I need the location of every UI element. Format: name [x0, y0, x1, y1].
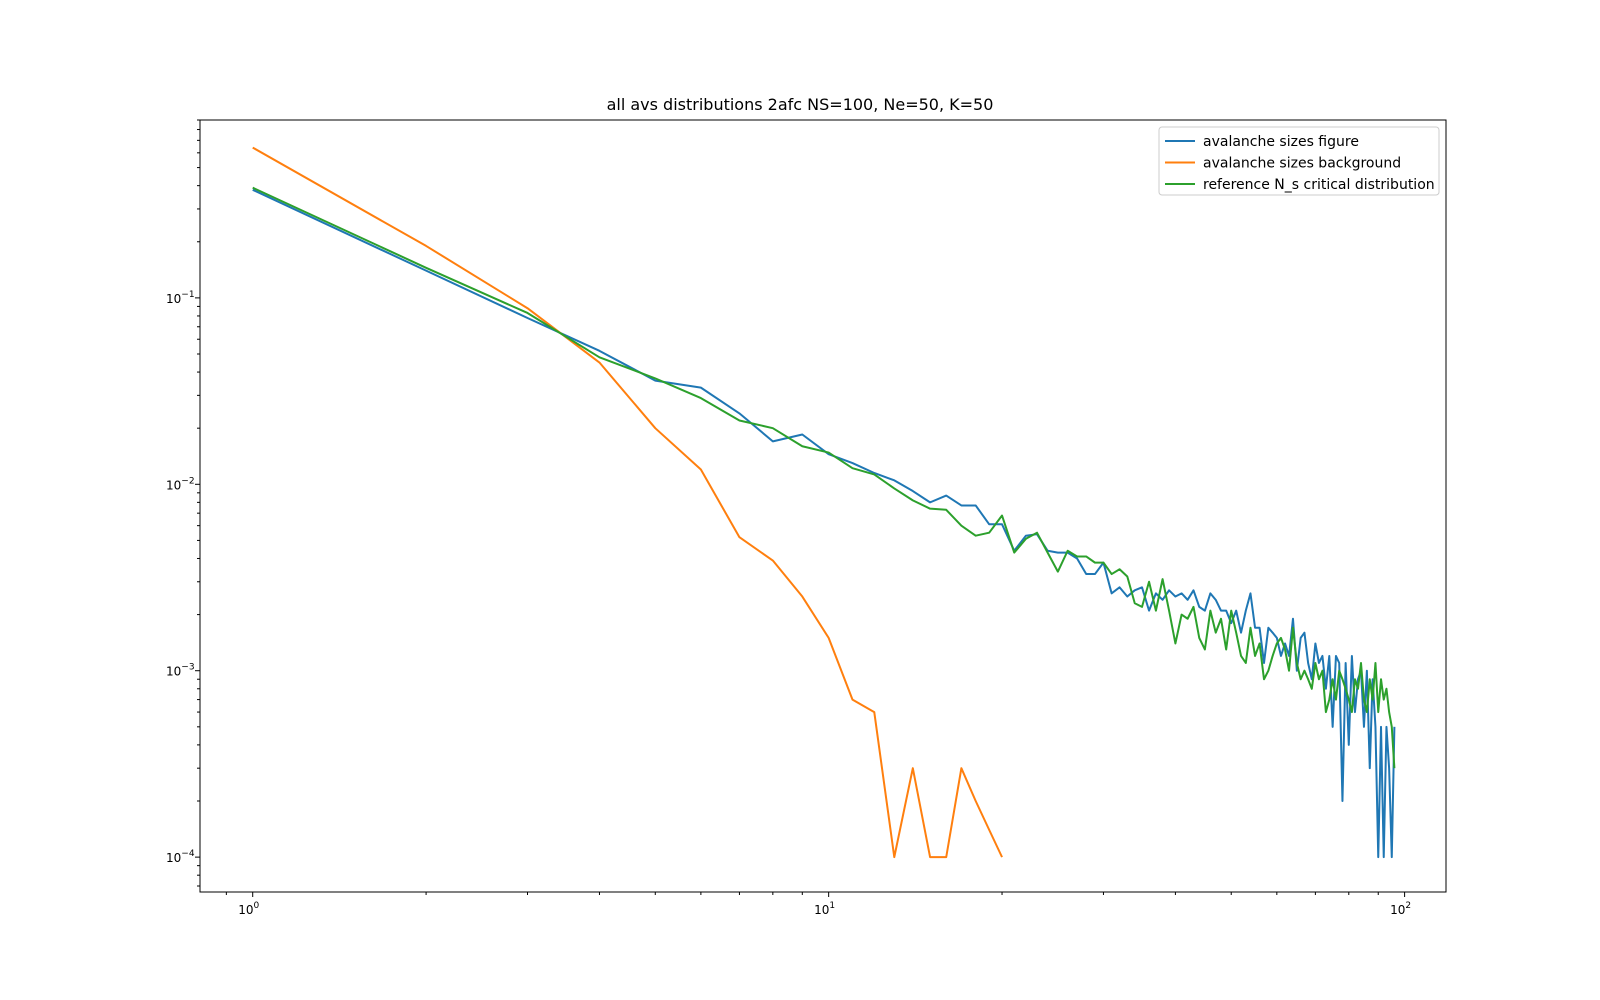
y-tick-label: 10−1	[166, 290, 195, 306]
legend-label-0: avalanche sizes figure	[1203, 134, 1359, 150]
series-layer	[252, 146, 1396, 859]
y-tick-label: 10−4	[166, 849, 195, 865]
series-line-2	[252, 186, 1396, 769]
x-tick-label: 100	[238, 901, 259, 917]
chart-title: all avs distributions 2afc NS=100, Ne=50…	[607, 95, 994, 114]
legend: avalanche sizes figure avalanche sizes ba…	[1158, 126, 1440, 196]
y-tick-label: 10−2	[166, 476, 195, 492]
series-line-1	[252, 146, 1003, 859]
x-tick-label: 102	[1390, 901, 1411, 917]
legend-label-1: avalanche sizes background	[1203, 156, 1401, 172]
legend-label-2: reference N_s critical distribution	[1203, 177, 1435, 193]
series-line-0	[252, 188, 1396, 859]
axis-layer: 100 101 102 10−4 10−3 10−2 10−1	[166, 119, 1411, 917]
y-tick-label: 10−3	[166, 663, 195, 679]
x-tick-label: 101	[814, 901, 835, 917]
plot-frame	[199, 119, 1447, 893]
legend-box	[1158, 126, 1440, 196]
